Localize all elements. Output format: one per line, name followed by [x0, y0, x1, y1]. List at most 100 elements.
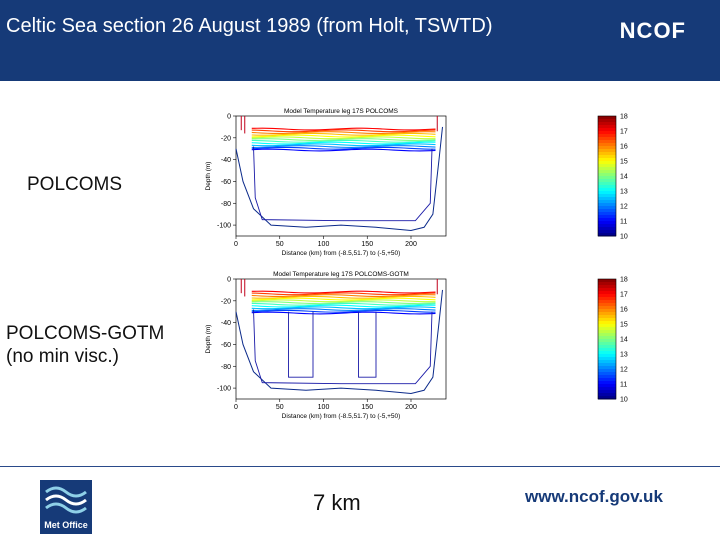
temperature-contour — [251, 301, 436, 304]
temperature-contour — [251, 304, 436, 308]
colorbar-tick-label: 15 — [620, 159, 628, 166]
colorbar-tick-label: 14 — [620, 174, 628, 181]
colorbar-tick-label: 11 — [620, 382, 627, 389]
colorbar-band — [598, 146, 616, 150]
colorbar-band — [598, 122, 616, 126]
colorbar-tick-label: 17 — [620, 129, 628, 136]
colorbar-band — [598, 345, 616, 349]
colorbar-band — [598, 318, 616, 322]
colorbar-tick-label: 16 — [620, 144, 628, 151]
colorbar-band — [598, 300, 616, 304]
colorbar-band — [598, 375, 616, 379]
temperature-contour — [251, 139, 436, 143]
y-tick-label: -60 — [221, 179, 231, 186]
colorbar-tick-label: 11 — [620, 219, 627, 226]
y-tick-label: -20 — [221, 135, 231, 142]
colorbar-band — [598, 309, 616, 313]
colorbar-band — [598, 224, 616, 228]
colorbar-band — [598, 170, 616, 174]
colorbar-band — [598, 116, 616, 120]
cold-water-contour — [288, 311, 314, 378]
label-polcoms-gotm-line1: POLCOMS-GOTM — [6, 323, 165, 344]
colorbar-band — [598, 200, 616, 204]
colorbar-band — [598, 167, 616, 171]
temperature-contour — [251, 131, 436, 135]
temperature-contour — [251, 299, 436, 303]
label-polcoms: POLCOMS — [27, 174, 123, 195]
x-tick-label: 150 — [361, 404, 373, 411]
y-tick-label: -40 — [221, 157, 231, 164]
colorbar-band — [598, 128, 616, 132]
y-tick-label: -100 — [217, 386, 231, 393]
colorbar-band — [598, 173, 616, 177]
colorbar-frame — [597, 115, 617, 237]
colorbar-band — [598, 384, 616, 388]
colorbar-band — [598, 396, 616, 400]
colorbar-band — [598, 387, 616, 391]
chart-title: Model Temperature leg 17S POLCOMS — [284, 108, 399, 115]
chart-title: Model Temperature leg 17S POLCOMS-GOTM — [273, 271, 409, 278]
seabed-line — [235, 126, 443, 232]
y-tick-label: -20 — [221, 298, 231, 305]
temperature-contour — [251, 295, 436, 299]
temperature-contour — [251, 309, 436, 313]
colorbar-band — [598, 161, 616, 165]
x-tick-label: 200 — [405, 404, 417, 411]
colorbar-band — [598, 285, 616, 289]
colorbar-band — [598, 233, 616, 237]
colorbar-band — [598, 185, 616, 189]
temperature-contour — [251, 132, 436, 136]
footer-url[interactable]: www.ncof.gov.uk — [525, 487, 663, 506]
x-tick-label: 150 — [361, 241, 373, 248]
label-polcoms-gotm: POLCOMS-GOTM (no min visc.) — [6, 322, 164, 368]
colorbar-tick-label: 12 — [620, 204, 628, 211]
temperature-contour — [251, 134, 436, 138]
colorbar-band — [598, 339, 616, 343]
scale-note: 7 km — [313, 490, 361, 515]
colorbar-band — [598, 330, 616, 334]
colorbar-band — [598, 137, 616, 141]
colorbar-band — [598, 369, 616, 373]
colorbar-band — [598, 324, 616, 328]
colorbar-band — [598, 131, 616, 135]
x-axis-label: Distance (km) from (-8.5,51.7) to (-5,+5… — [282, 250, 401, 257]
colorbar-band — [598, 315, 616, 319]
colorbar-band — [598, 158, 616, 162]
colorbar-band — [598, 354, 616, 358]
colorbar-band — [598, 197, 616, 201]
colorbar-band — [598, 321, 616, 325]
colorbar-band — [598, 297, 616, 301]
temperature-contour — [251, 127, 436, 131]
colorbar-band — [598, 366, 616, 370]
colorbar-band — [598, 203, 616, 207]
colorbar-band — [598, 194, 616, 198]
colorbar-band — [598, 279, 616, 283]
colorbar-band — [598, 188, 616, 192]
x-tick-label: 0 — [234, 404, 238, 411]
colorbar-tick-label: 18 — [620, 114, 628, 121]
x-tick-label: 100 — [318, 404, 330, 411]
colorbar-band — [598, 282, 616, 286]
colorbar-tick-label: 14 — [620, 337, 628, 344]
colorbar-band — [598, 372, 616, 376]
colorbar-band — [598, 351, 616, 355]
temperature-contour — [251, 302, 436, 306]
temperature-contour — [251, 146, 436, 150]
y-tick-label: -80 — [221, 201, 231, 208]
temperature-contour — [251, 294, 436, 298]
temperature-contour — [251, 308, 436, 311]
slide-title: Celtic Sea section 26 August 1989 (from … — [6, 15, 493, 37]
x-tick-label: 50 — [276, 404, 284, 411]
y-axis-label: Depth (m) — [205, 162, 212, 191]
colorbar-band — [598, 381, 616, 385]
cold-water-contour — [253, 146, 433, 222]
colorbar-band — [598, 206, 616, 210]
temperature-contour — [251, 143, 436, 147]
colorbar-band — [598, 294, 616, 298]
y-tick-label: 0 — [227, 114, 231, 121]
footer-divider — [0, 466, 720, 467]
temperature-contour — [251, 136, 436, 140]
colorbar-tick-label: 13 — [620, 352, 628, 359]
colorbar-band — [598, 182, 616, 186]
cold-water-contour — [253, 309, 433, 385]
